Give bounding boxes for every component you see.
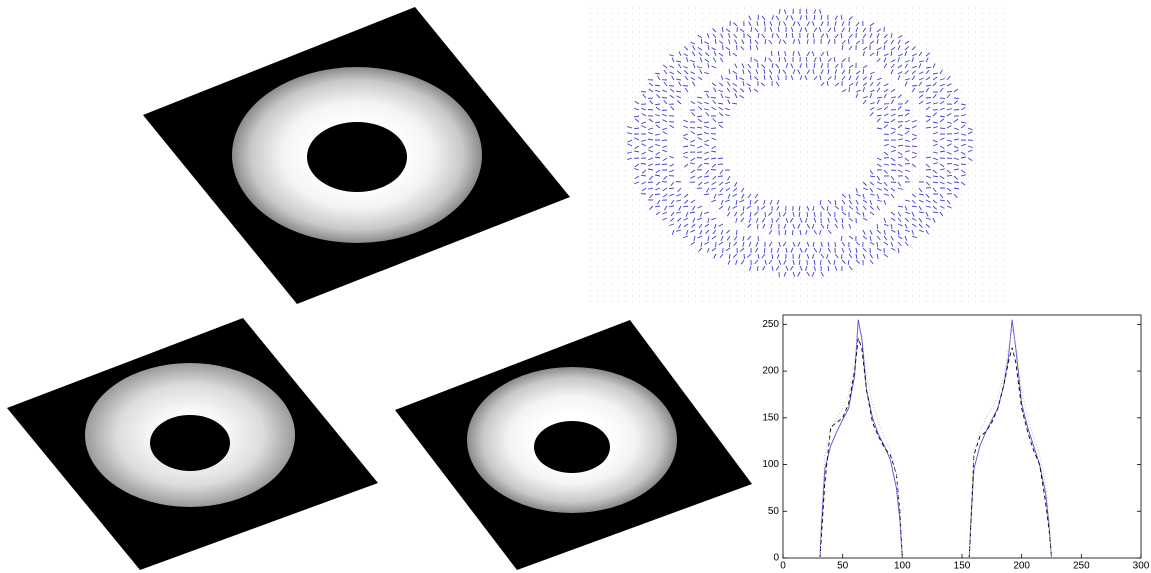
x-tick-label: 0 <box>780 561 786 572</box>
figure: 0 50 100 150 200 250 0 50 100 150 200 250 300 <box>0 0 1151 573</box>
y-tick-label: 150 <box>762 412 779 423</box>
field-dots <box>590 8 1004 302</box>
vector-field <box>590 8 1004 302</box>
surface-render-smooth <box>395 320 752 570</box>
x-tick-label: 300 <box>1133 561 1150 572</box>
plot-frame <box>783 315 1141 558</box>
field-arrows <box>627 9 973 277</box>
y-tick-label: 0 <box>773 553 779 564</box>
x-tick-label: 200 <box>1013 561 1030 572</box>
page: {"chart_data": {"type": "line", "x": [31… <box>0 0 1151 573</box>
surface-render <box>143 7 570 304</box>
y-tick-label: 100 <box>762 459 779 470</box>
x-tick-label: 100 <box>894 561 911 572</box>
x-tick-label: 150 <box>954 561 971 572</box>
x-tick-label: 250 <box>1073 561 1090 572</box>
y-tick-label: 250 <box>762 319 779 330</box>
y-tick-label: 200 <box>762 366 779 377</box>
x-tick-label: 50 <box>837 561 849 572</box>
surface-render-noisy <box>7 318 378 570</box>
y-tick-label: 50 <box>768 506 780 517</box>
line-chart: 0 50 100 150 200 250 0 50 100 150 200 250 300 <box>762 315 1149 572</box>
